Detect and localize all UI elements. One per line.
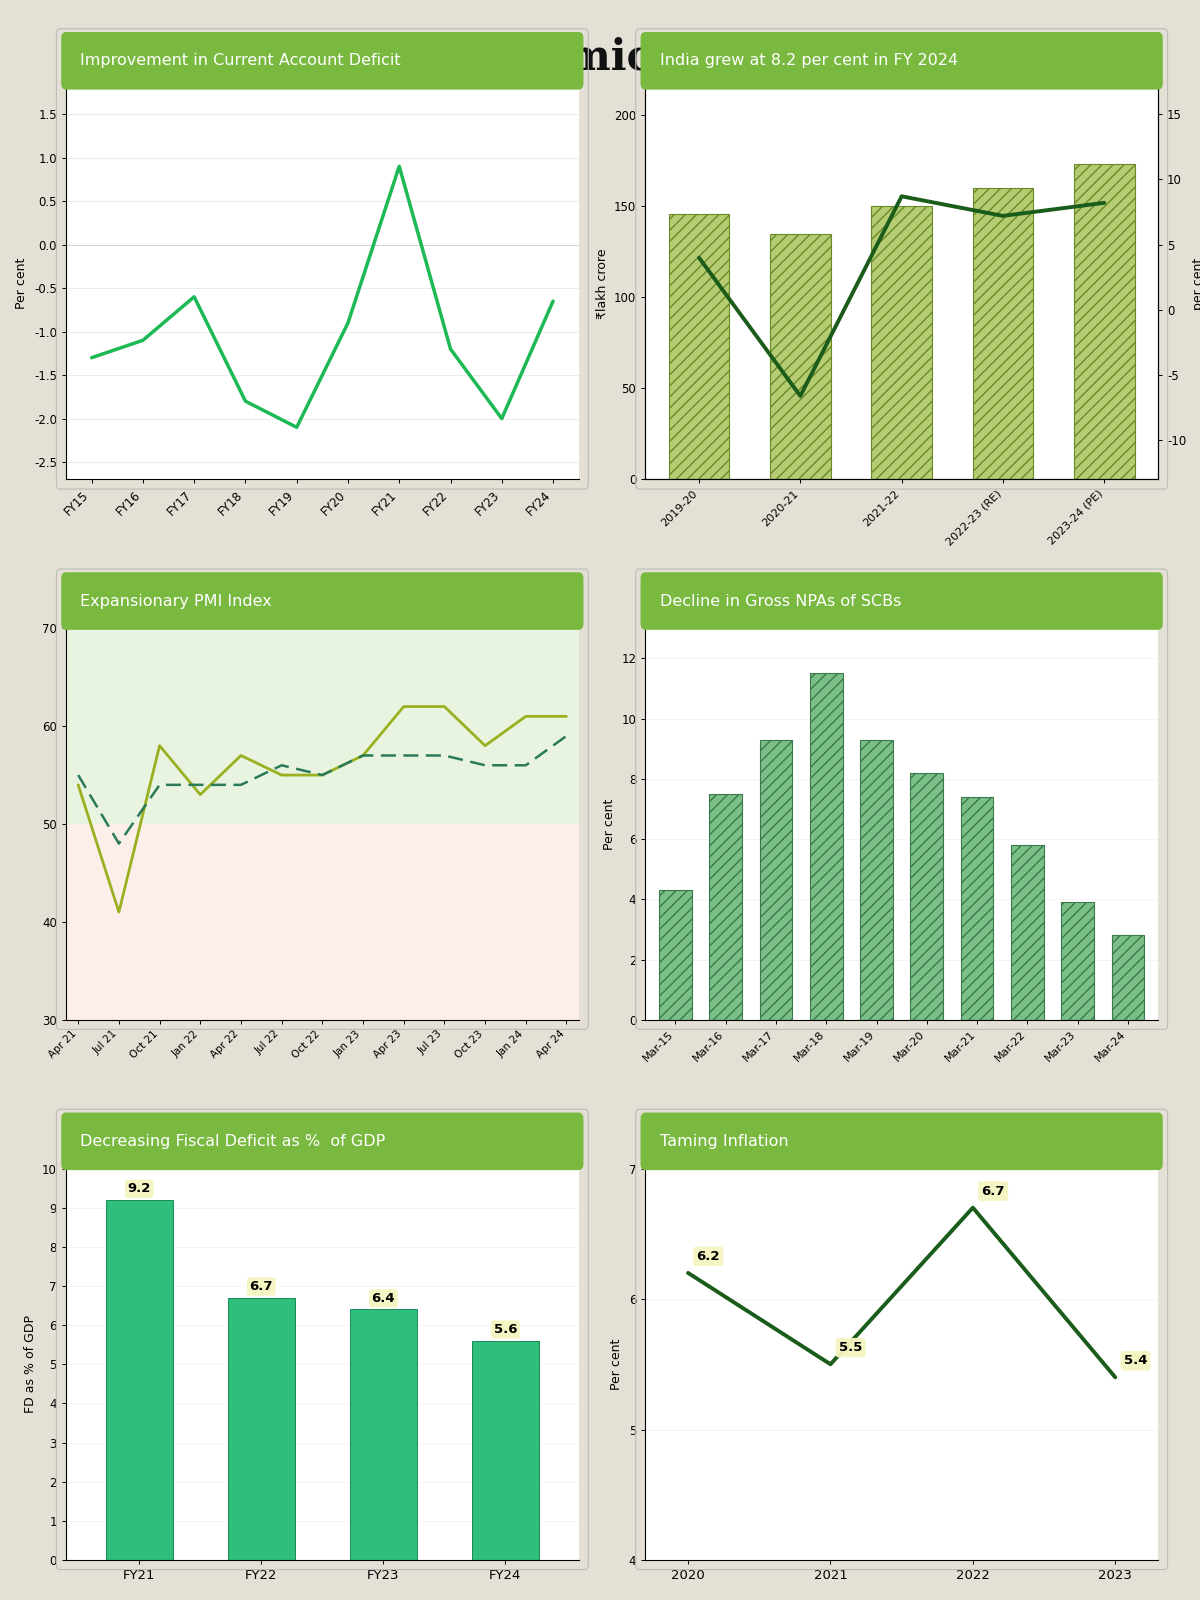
- Line: Manufacturing: Manufacturing: [78, 736, 566, 843]
- Text: 5.6: 5.6: [493, 1323, 517, 1336]
- Services: [316, 765, 330, 784]
- Manufacturing: [71, 765, 85, 784]
- Bar: [1061, 902, 1094, 1019]
- Y-axis label: per cent: per cent: [1192, 258, 1200, 310]
- Manufacturing: [152, 776, 167, 795]
- Bar: [659, 890, 692, 1019]
- Bar: [760, 739, 792, 1019]
- Manufacturing: [112, 834, 126, 853]
- Manufacturing: [193, 776, 208, 795]
- Bar: [1111, 936, 1144, 1019]
- Y-axis label: Per cent: Per cent: [611, 1339, 623, 1390]
- Legend: Services, Manufacturing: Services, Manufacturing: [198, 1155, 446, 1178]
- Manufacturing: [396, 746, 410, 765]
- Services: [518, 707, 533, 726]
- Services: [356, 746, 371, 765]
- Text: 6.4: 6.4: [372, 1291, 395, 1304]
- Y-axis label: FD as % of GDP: FD as % of GDP: [24, 1315, 36, 1413]
- Bar: [972, 189, 1033, 480]
- Manufacturing: [356, 746, 371, 765]
- Bar: [66, 629, 578, 824]
- Bar: [860, 739, 893, 1019]
- Services: [152, 736, 167, 755]
- Services: [437, 698, 451, 717]
- Services: [234, 746, 248, 765]
- Text: 6.7: 6.7: [982, 1184, 1004, 1198]
- Manufacturing: [478, 755, 492, 774]
- Manufacturing: [518, 755, 533, 774]
- Text: Decline in Gross NPAs of SCBs: Decline in Gross NPAs of SCBs: [660, 594, 901, 608]
- Services: [193, 786, 208, 805]
- Services: [396, 698, 410, 717]
- Services: [275, 765, 289, 784]
- Text: 5.5: 5.5: [839, 1341, 863, 1354]
- Bar: [1010, 845, 1044, 1019]
- Text: 5.4: 5.4: [1124, 1354, 1147, 1368]
- Manufacturing: [234, 776, 248, 795]
- Y-axis label: ₹lakh crore: ₹lakh crore: [595, 248, 608, 318]
- Y-axis label: Per cent: Per cent: [16, 258, 29, 309]
- Text: 6.7: 6.7: [250, 1280, 274, 1293]
- Manufacturing: [275, 755, 289, 774]
- Y-axis label: Per cent: Per cent: [602, 798, 616, 850]
- Text: India grew at 8.2 per cent in FY 2024: India grew at 8.2 per cent in FY 2024: [660, 53, 958, 69]
- Bar: [709, 794, 742, 1019]
- Bar: [871, 206, 932, 480]
- Text: 6.2: 6.2: [696, 1250, 720, 1262]
- Services: [112, 902, 126, 922]
- Bar: [106, 1200, 173, 1560]
- Bar: [66, 824, 578, 1019]
- Text: 9.2: 9.2: [127, 1182, 151, 1195]
- Text: Expansionary PMI Index: Expansionary PMI Index: [80, 594, 272, 608]
- Bar: [961, 797, 994, 1019]
- Services: [71, 776, 85, 795]
- Bar: [810, 674, 842, 1019]
- Services: [559, 707, 574, 726]
- Services: [478, 736, 492, 755]
- Bar: [350, 1309, 416, 1560]
- Bar: [472, 1341, 539, 1560]
- Bar: [228, 1298, 295, 1560]
- Line: Services: Services: [78, 707, 566, 912]
- Bar: [911, 773, 943, 1019]
- Text: Improvement in Current Account Deficit: Improvement in Current Account Deficit: [80, 53, 401, 69]
- Manufacturing: [316, 765, 330, 784]
- Legend: Real GDP, Real GDP growth (RHS): Real GDP, Real GDP growth (RHS): [756, 638, 1046, 661]
- Manufacturing: [437, 746, 451, 765]
- Manufacturing: [559, 726, 574, 746]
- Text: Taming Inflation: Taming Inflation: [660, 1134, 788, 1149]
- Bar: [1074, 165, 1135, 480]
- Bar: [668, 214, 730, 480]
- Text: Decreasing Fiscal Deficit as %  of GDP: Decreasing Fiscal Deficit as % of GDP: [80, 1134, 385, 1149]
- Bar: [770, 234, 830, 480]
- Text: Robust Economic Foundations: Robust Economic Foundations: [245, 37, 955, 78]
